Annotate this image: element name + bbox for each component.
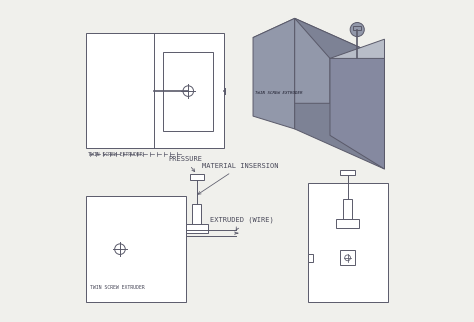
Bar bbox=[340, 170, 355, 175]
Text: MATERIAL INSERSION: MATERIAL INSERSION bbox=[198, 164, 278, 194]
Text: PRESSURE: PRESSURE bbox=[168, 156, 202, 172]
Polygon shape bbox=[295, 18, 384, 169]
Text: EXTRUDED (WIRE): EXTRUDED (WIRE) bbox=[210, 217, 273, 230]
Bar bbox=[308, 184, 388, 302]
Polygon shape bbox=[253, 18, 384, 78]
Text: TWIN SCREW EXTRUDER: TWIN SCREW EXTRUDER bbox=[90, 285, 144, 290]
Bar bbox=[86, 33, 224, 148]
Bar bbox=[190, 175, 204, 180]
Text: TWIN SCREW EXTRUDER: TWIN SCREW EXTRUDER bbox=[255, 91, 302, 95]
Bar bbox=[163, 52, 213, 130]
Bar bbox=[337, 219, 359, 228]
Text: TWIN SCREW EXTRUDER: TWIN SCREW EXTRUDER bbox=[88, 152, 143, 157]
Bar bbox=[192, 204, 201, 223]
Circle shape bbox=[350, 23, 365, 37]
Bar bbox=[340, 251, 355, 265]
Polygon shape bbox=[295, 18, 330, 103]
Bar bbox=[353, 26, 361, 30]
Bar bbox=[186, 223, 208, 233]
Bar bbox=[86, 196, 186, 302]
Polygon shape bbox=[330, 58, 384, 169]
Polygon shape bbox=[330, 39, 384, 78]
Bar bbox=[343, 199, 352, 219]
Bar bbox=[308, 254, 313, 262]
Polygon shape bbox=[253, 18, 295, 129]
